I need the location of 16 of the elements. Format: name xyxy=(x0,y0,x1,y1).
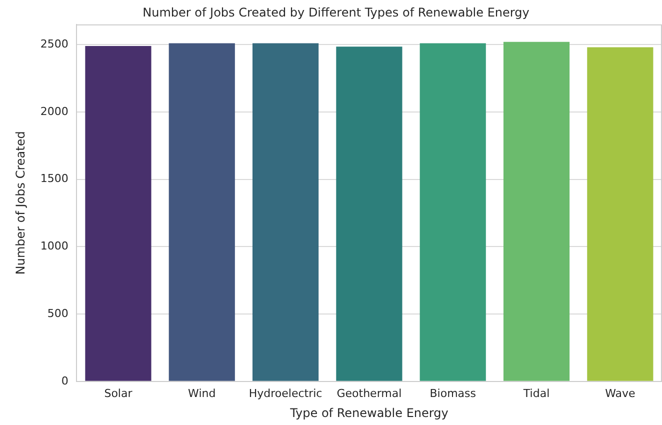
x-tick-label: Tidal xyxy=(522,386,550,400)
x-tick-label: Wind xyxy=(188,386,216,400)
x-tick-label: Geothermal xyxy=(336,386,402,400)
chart-title: Number of Jobs Created by Different Types of Renewable Energy xyxy=(142,5,530,20)
x-axis-title: Type of Renewable Energy xyxy=(289,406,448,420)
y-tick-label: 0 xyxy=(61,374,68,388)
y-tick-label: 2500 xyxy=(40,37,68,50)
y-tick-label: 1500 xyxy=(40,172,68,186)
y-tick-label: 500 xyxy=(47,306,68,320)
y-tick-label: 1000 xyxy=(40,240,68,253)
x-tick-label: Hydroelectric xyxy=(248,386,322,400)
y-axis-title: Number of Jobs Created xyxy=(13,131,28,275)
x-tick-label: Biomass xyxy=(430,386,476,400)
x-tick-label: Wave xyxy=(605,386,636,400)
x-tick-label: Solar xyxy=(104,386,133,400)
y-tick-label: 2000 xyxy=(40,104,68,118)
